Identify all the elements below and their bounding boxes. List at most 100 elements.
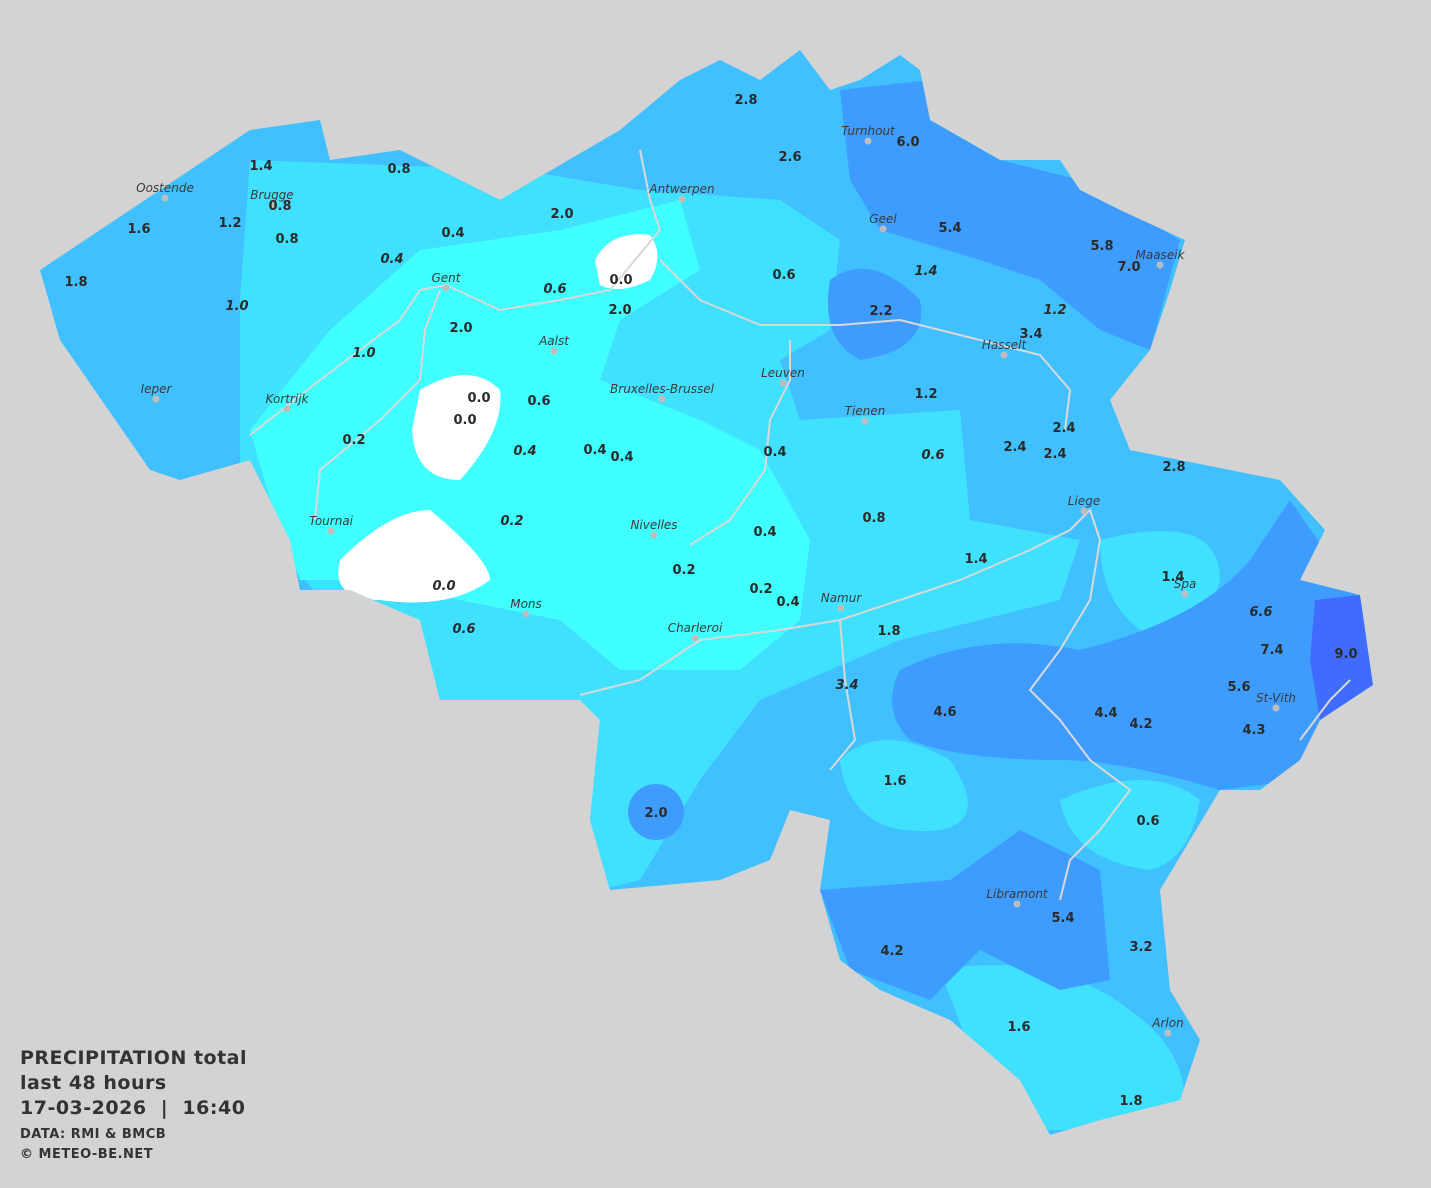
station-value: 6.6	[1249, 605, 1272, 620]
station-value: 0.0	[609, 273, 632, 288]
station-value: 3.4	[835, 678, 858, 693]
station-value: 1.0	[352, 346, 375, 361]
city-dot	[861, 417, 869, 425]
legend-period: last 48 hours	[20, 1072, 167, 1094]
station-value: 2.8	[734, 93, 757, 108]
city-label: Spa	[1174, 577, 1197, 591]
station-value: 1.8	[64, 275, 87, 290]
station-value: 0.4	[763, 445, 786, 460]
legend-copyright: © METEO-BE.NET	[20, 1147, 154, 1162]
station-value: 0.6	[921, 448, 944, 463]
station-value: 0.8	[387, 162, 410, 177]
station-value: 0.4	[753, 525, 776, 540]
station-value: 1.6	[883, 774, 906, 789]
city-label: Aalst	[538, 334, 570, 348]
city-dot	[1164, 1029, 1172, 1037]
station-value: 7.0	[1117, 260, 1140, 275]
station-value: 2.4	[1043, 447, 1066, 462]
station-value: 0.2	[672, 563, 695, 578]
city-dot	[1000, 351, 1008, 359]
city-dot	[442, 284, 450, 292]
station-value: 3.4	[1019, 327, 1042, 342]
station-value: 0.6	[527, 394, 550, 409]
station-value: 2.0	[550, 207, 573, 222]
station-value: 0.4	[776, 595, 799, 610]
legend-datetime: 17-03-2026 | 16:40	[20, 1097, 246, 1119]
city-label: Libramont	[986, 887, 1049, 901]
city-label: Bruxelles-Brussel	[610, 382, 715, 396]
station-value: 5.6	[1227, 680, 1250, 695]
station-value: 2.8	[1162, 460, 1185, 475]
station-value: 4.2	[1129, 717, 1152, 732]
city-label: St-Vith	[1256, 691, 1296, 705]
city-label: Turnhout	[841, 124, 896, 138]
city-dot	[268, 201, 276, 209]
station-value: 2.0	[644, 806, 667, 821]
station-value: 1.8	[877, 624, 900, 639]
city-dot	[283, 405, 291, 413]
station-value: 1.4	[249, 159, 272, 174]
precipitation-contours	[240, 80, 1373, 1130]
city-label: Hasselt	[982, 338, 1028, 352]
station-value: 2.0	[449, 321, 472, 336]
city-label: Leuven	[761, 366, 805, 380]
city-dot	[779, 379, 787, 387]
station-value: 0.0	[467, 391, 490, 406]
city-dot	[650, 531, 658, 539]
rivers	[249, 149, 1351, 901]
city-label: Liege	[1068, 494, 1100, 508]
station-value: 1.8	[1119, 1094, 1142, 1109]
station-value: 0.2	[749, 582, 772, 597]
legend-title: PRECIPITATION total	[20, 1047, 248, 1069]
station-value: 0.8	[268, 199, 291, 214]
city-label: Oostende	[136, 181, 194, 195]
station-value: 2.6	[778, 150, 801, 165]
city-dot	[1013, 900, 1021, 908]
station-value: 1.2	[218, 216, 241, 231]
station-value: 0.8	[862, 511, 885, 526]
station-value: 1.2	[1043, 303, 1066, 318]
station-value: 1.0	[225, 299, 248, 314]
station-value: 7.4	[1260, 643, 1283, 658]
station-value: 3.2	[1129, 940, 1152, 955]
city-label: Kortrijk	[266, 392, 310, 406]
city-dot	[522, 610, 530, 618]
city-label: Gent	[432, 271, 462, 285]
city-dot	[879, 225, 887, 233]
station-value: 0.0	[453, 413, 476, 428]
city-label: Ieper	[141, 382, 173, 396]
station-value: 1.4	[1161, 570, 1184, 585]
station-value: 0.4	[441, 226, 464, 241]
city-dot	[1156, 261, 1164, 269]
city-label: Namur	[821, 591, 863, 605]
station-value: 5.8	[1090, 239, 1113, 254]
city-label: Nivelles	[630, 518, 677, 532]
city-label: Tournai	[309, 514, 354, 528]
station-value: 2.0	[608, 303, 631, 318]
city-dot	[691, 634, 699, 642]
station-value: 1.4	[914, 264, 937, 279]
city-dot	[678, 195, 686, 203]
station-value: 1.6	[127, 222, 150, 237]
city-labels: Oostende Brugge Antwerpen Turnhout Geel Maase…	[136, 124, 1296, 1037]
station-value: 0.6	[772, 268, 795, 283]
station-value: 5.4	[938, 221, 961, 236]
station-values: 1.4 0.8 1.6 1.2 0.8 0.8 0.4 0.4 1.8 1.0 1.0 2.0 0.6 2…	[64, 93, 1357, 1109]
station-value: 6.0	[896, 135, 919, 150]
city-label: Geel	[869, 212, 897, 226]
station-value: 0.6	[452, 622, 475, 637]
station-value: 1.2	[914, 387, 937, 402]
station-value: 2.4	[1052, 421, 1075, 436]
station-value: 0.4	[583, 443, 606, 458]
city-dot	[658, 395, 666, 403]
city-dot	[1080, 507, 1088, 515]
station-value: 4.6	[933, 705, 956, 720]
station-value: 4.3	[1242, 723, 1265, 738]
station-value: 0.2	[500, 514, 523, 529]
contour-heavy	[628, 80, 1373, 1000]
station-value: 1.6	[1007, 1020, 1030, 1035]
contour-light-east	[840, 531, 1220, 1130]
city-label: Antwerpen	[648, 182, 714, 196]
city-dot	[327, 527, 335, 535]
